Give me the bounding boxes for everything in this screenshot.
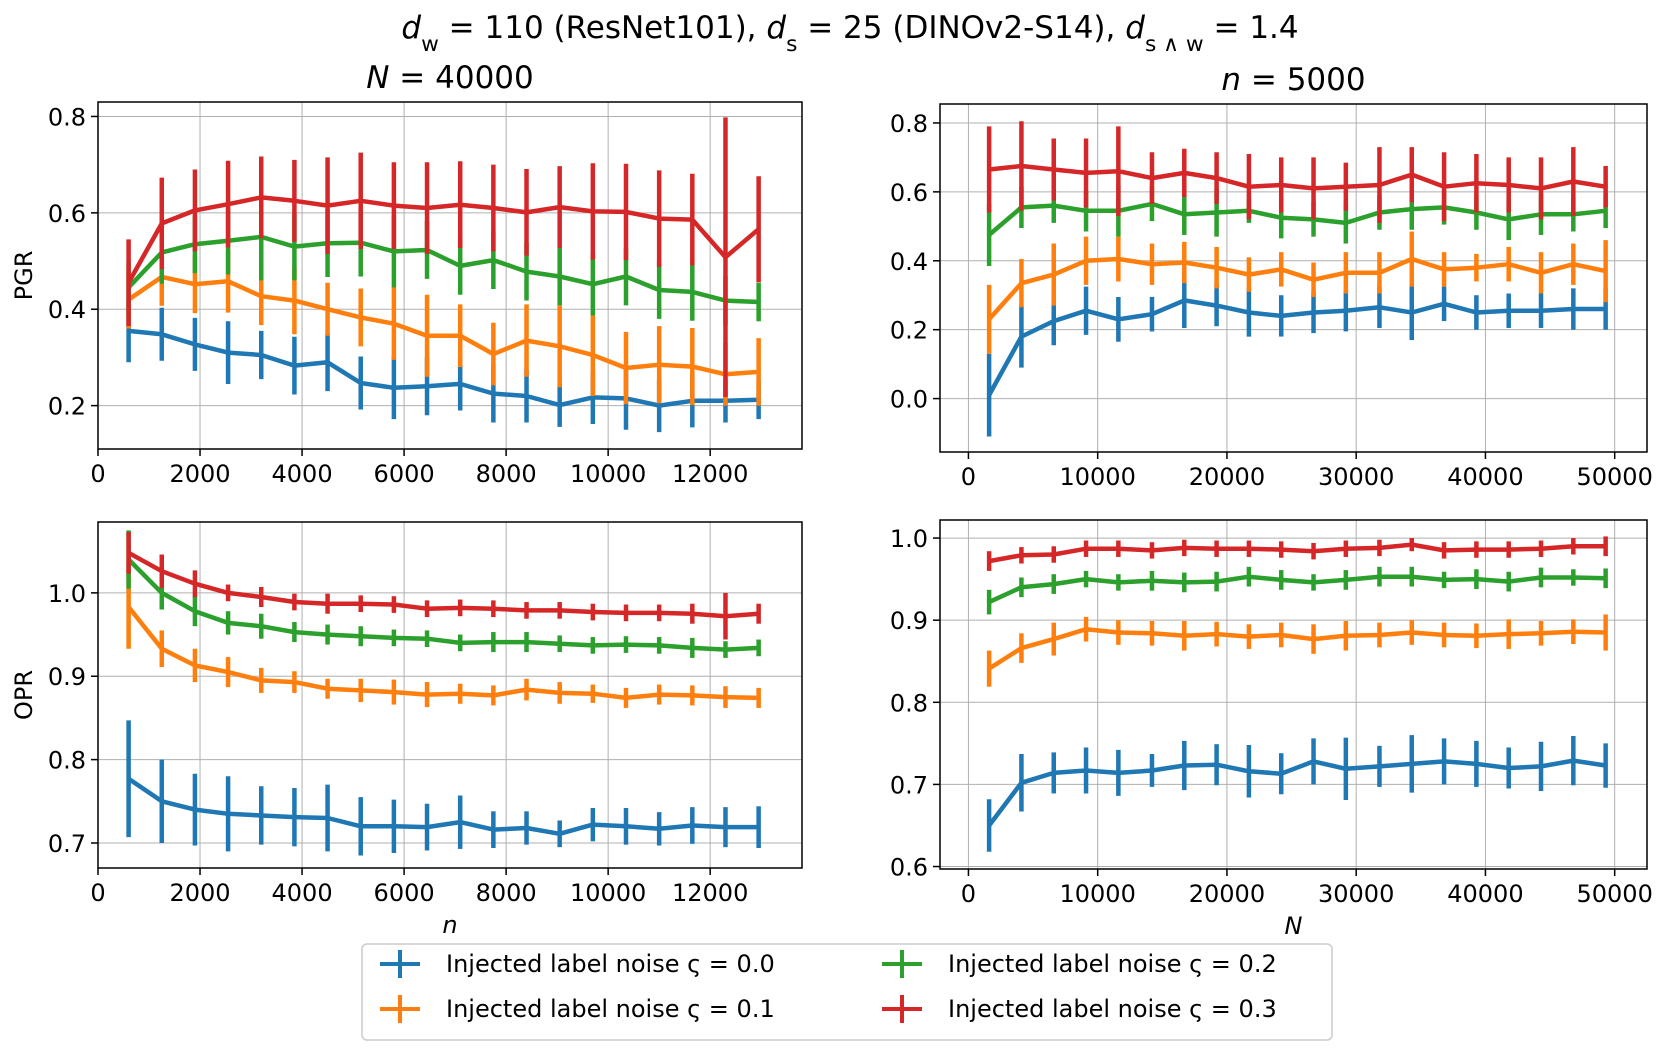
series-line	[126, 605, 759, 701]
x-tick-label: 6000	[374, 879, 435, 907]
series-line	[127, 550, 759, 619]
x-tick-label: 2000	[169, 460, 230, 488]
x-tick-label: 30000	[1318, 880, 1394, 908]
y-tick-label: 1.0	[48, 580, 86, 608]
figure-suptitle: dw = 110 (ResNet101), ds = 25 (DINOv2-S1…	[401, 10, 1298, 57]
series-noise-0-3	[986, 121, 1608, 223]
series-noise-0-0	[986, 272, 1608, 437]
series-line	[987, 256, 1607, 321]
y-tick-label: 0.4	[48, 296, 86, 324]
x-tick-label: 10000	[570, 879, 646, 907]
x-tick-label: 10000	[570, 460, 646, 488]
y-axis-label: PGR	[10, 251, 38, 301]
x-tick-label: 2000	[169, 879, 230, 907]
y-tick-label: 0.6	[890, 179, 928, 207]
y-axis-label: OPR	[10, 670, 38, 720]
legend-label-noise-0-1: Injected label noise ς = 0.1	[446, 995, 775, 1023]
series-noise-0-3	[126, 117, 761, 397]
series-line	[987, 298, 1606, 397]
x-tick-label: 40000	[1447, 463, 1523, 491]
legend-label-noise-0-3: Injected label noise ς = 0.3	[948, 995, 1277, 1023]
series-line	[127, 274, 759, 377]
panel-pgr-vs-N: 0 10000 20000 30000 40000 50000 0.0 0.2 0.4 0.6 0.…	[890, 62, 1653, 491]
x-tick-label: 20000	[1189, 463, 1265, 491]
y-tick-label: 0.9	[890, 607, 928, 635]
x-axis-label: n	[442, 911, 457, 939]
legend-entry-noise-0-3: Injected label noise ς = 0.3	[882, 995, 1277, 1023]
y-tick-label: 0.2	[890, 317, 928, 345]
series-noise-0-1	[986, 231, 1608, 354]
legend-entry-noise-0-1: Injected label noise ς = 0.1	[380, 995, 775, 1023]
panel-title: N = 40000	[366, 60, 534, 96]
y-tick-label: 0.2	[48, 393, 86, 421]
y-tick-label: 0.9	[48, 663, 86, 691]
series-line	[987, 201, 1606, 237]
legend: Injected label noise ς = 0.0 Injected la…	[361, 943, 1333, 1041]
axes-frame	[939, 519, 1648, 870]
series-line	[126, 195, 761, 284]
series-line	[128, 328, 759, 408]
series-noise-0-0	[986, 735, 1608, 852]
series-noise-0-1	[126, 565, 761, 708]
x-tick-label: 0	[961, 463, 976, 491]
y-tick-label: 0.0	[890, 386, 928, 414]
series-line	[987, 758, 1606, 827]
x-tick-label: 10000	[1060, 880, 1136, 908]
y-tick-label: 0.8	[48, 747, 86, 775]
x-tick-label: 8000	[476, 879, 537, 907]
x-tick-label: 40000	[1447, 880, 1523, 908]
series-line	[127, 776, 759, 837]
series-line	[988, 574, 1606, 605]
x-tick-label: 50000	[1577, 880, 1653, 908]
series-noise-0-1	[986, 614, 1608, 687]
series-noise-0-3	[986, 536, 1608, 571]
x-tick-label: 10000	[1060, 463, 1136, 491]
y-tick-label: 0.4	[890, 248, 928, 276]
y-tick-label: 1.0	[890, 525, 928, 553]
axes-frame	[97, 521, 803, 869]
x-tick-label: 0	[90, 460, 105, 488]
x-tick-label: 6000	[374, 460, 435, 488]
x-tick-label: 8000	[476, 460, 537, 488]
y-tick-label: 0.7	[890, 771, 928, 799]
y-tick-label: 0.6	[890, 854, 928, 882]
axes-frame	[97, 101, 803, 450]
x-tick-label: 0	[961, 880, 976, 908]
x-tick-label: 12000	[672, 460, 748, 488]
y-tick-label: 0.7	[48, 830, 86, 858]
axes-frame	[939, 103, 1648, 453]
legend-label-noise-0-0: Injected label noise ς = 0.0	[446, 950, 775, 978]
legend-entry-noise-0-0: Injected label noise ς = 0.0	[380, 950, 775, 978]
series-line	[988, 163, 1606, 191]
y-tick-label: 0.8	[890, 110, 928, 138]
y-tick-label: 0.8	[48, 103, 86, 131]
x-tick-label: 0	[90, 879, 105, 907]
x-tick-label: 4000	[272, 879, 333, 907]
plot-area	[98, 102, 802, 449]
x-tick-label: 30000	[1318, 463, 1394, 491]
series-noise-0-3	[126, 532, 761, 640]
series-line	[127, 557, 759, 652]
legend-frame	[361, 943, 1333, 1041]
panel-opr-vs-n: 0 2000 4000 6000 8000 10000 12000 0.7 0.8 0.9 1.0 O…	[10, 521, 803, 939]
y-tick-label: 0.6	[48, 200, 86, 228]
x-tick-label: 12000	[672, 879, 748, 907]
x-axis-label: N	[1285, 912, 1303, 940]
series-noise-0-2	[986, 566, 1608, 615]
panel-title: n = 5000	[1221, 62, 1365, 98]
series-line	[126, 234, 759, 305]
series-noise-0-0	[126, 720, 761, 856]
series-line	[987, 626, 1606, 671]
x-tick-label: 50000	[1577, 463, 1653, 491]
legend-label-noise-0-2: Injected label noise ς = 0.2	[948, 950, 1277, 978]
legend-entry-noise-0-2: Injected label noise ς = 0.2	[882, 950, 1277, 978]
x-tick-label: 20000	[1189, 880, 1265, 908]
y-tick-label: 0.8	[890, 689, 928, 717]
panel-opr-vs-N: 0 10000 20000 30000 40000 50000 0.6 0.7 0.8 0.9 1.…	[890, 519, 1653, 940]
panel-pgr-vs-n: 0 2000 4000 6000 8000 10000 12000 0.2 0.4 0.6 0.8 N…	[10, 60, 803, 488]
x-tick-label: 4000	[272, 460, 333, 488]
series-line	[988, 542, 1606, 564]
plot-area	[940, 104, 1647, 452]
